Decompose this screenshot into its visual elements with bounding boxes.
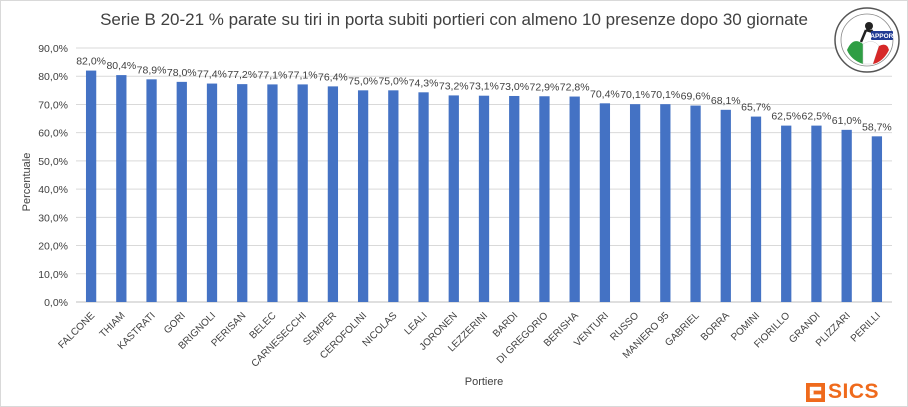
data-label: 82,0% [76,56,106,68]
sics-mark-icon [806,382,825,402]
data-label: 80,4% [106,60,136,72]
bar-pomini [750,116,762,302]
data-label: 70,1% [650,89,680,101]
bar-perisan [237,84,248,302]
y-tick-label: 0,0% [44,297,68,309]
category-label: GORI [162,310,188,336]
bar-maniero-95 [660,104,671,302]
data-label: 77,2% [227,69,257,81]
bar-carnesecchi [297,84,308,302]
bar-kastrati [146,79,157,303]
data-label: 68,1% [711,95,741,107]
data-label: 62,5% [802,111,832,123]
bar-belec [267,84,278,302]
data-label: 77,1% [288,69,318,81]
data-label: 76,4% [318,71,348,83]
data-label: 70,4% [590,88,620,100]
chart-title: Serie B 20-21 % parate su tiri in porta … [100,10,808,29]
y-tick-label: 10,0% [38,269,68,281]
category-label: THIAM [98,310,128,340]
data-label: 77,4% [197,69,227,81]
bar-nicolas [388,90,399,302]
data-label: 65,7% [741,102,771,114]
data-label: 74,3% [409,77,439,89]
category-label: BARDI [491,310,520,339]
category-label: PERILLI [849,310,883,344]
bar-berisha [569,96,580,302]
bar-falcone [85,70,97,302]
data-label: 72,8% [560,82,590,94]
data-label: 69,6% [681,91,711,103]
y-tick-label: 30,0% [38,212,68,224]
bar-venturi [599,103,611,302]
bar-thiam [116,75,127,303]
bar-plizzari [841,129,852,302]
bars [85,70,883,303]
y-tick-label: 40,0% [38,184,68,196]
data-label: 78,9% [137,64,167,76]
bar-russo [629,104,641,302]
sics-logo-text: SICS [828,380,880,403]
data-label: 77,1% [258,69,288,81]
y-tick-label: 80,0% [38,71,68,83]
y-tick-label: 60,0% [38,128,68,140]
y-tick-label: 70,0% [38,99,68,111]
bar-fiorillo [781,125,792,302]
data-label: 62,5% [771,111,801,123]
bar-bardi [509,95,520,302]
bar-semper [327,86,339,302]
data-label: 75,0% [378,75,408,87]
category-label: LEALI [403,310,430,337]
bar-joronen [448,95,459,302]
bar-brignoli [206,83,218,302]
data-label: 73,2% [439,80,469,92]
x-axis-title: Portiere [465,376,504,388]
bar-gori [176,81,187,302]
sics-logo: SICS [806,380,879,404]
data-labels: 82,0% 80,4% 78,9% 78,0% 77,4% 77,2% 77,1% 77,1%… [76,56,892,134]
data-label: 73,1% [469,81,499,93]
bar-di-gregorio [539,96,550,302]
y-axis-title: Percentuale [21,153,33,212]
y-axis-ticks: 0,0% 10,0% 20,0% 30,0% 40,0% 50,0% 60,0% 70,0% 8… [38,43,68,309]
bar-lezzerini [478,95,490,302]
category-label: BORRA [699,310,732,343]
bar-perilli [871,136,883,302]
data-label: 61,0% [832,115,862,127]
data-label: 70,1% [620,89,650,101]
data-label: 58,7% [862,121,892,133]
data-label: 72,9% [530,81,560,93]
category-label: CARNESECCHI [250,310,309,369]
y-tick-label: 50,0% [38,156,68,168]
fapport-logo: FAPPORT [834,7,900,73]
bar-leali [418,92,429,302]
data-label: 78,0% [167,67,197,79]
bar-grandi [811,125,822,302]
y-tick-label: 90,0% [38,43,68,55]
y-tick-label: 20,0% [38,241,68,253]
category-label: FALCONE [56,310,97,351]
bar-cerofolini [357,90,369,302]
fapport-logo-text: FAPPORT [867,33,898,40]
bar-borra [720,109,731,302]
bar-gabriel [690,105,701,302]
data-label: 73,0% [499,81,529,93]
data-label: 75,0% [348,75,378,87]
